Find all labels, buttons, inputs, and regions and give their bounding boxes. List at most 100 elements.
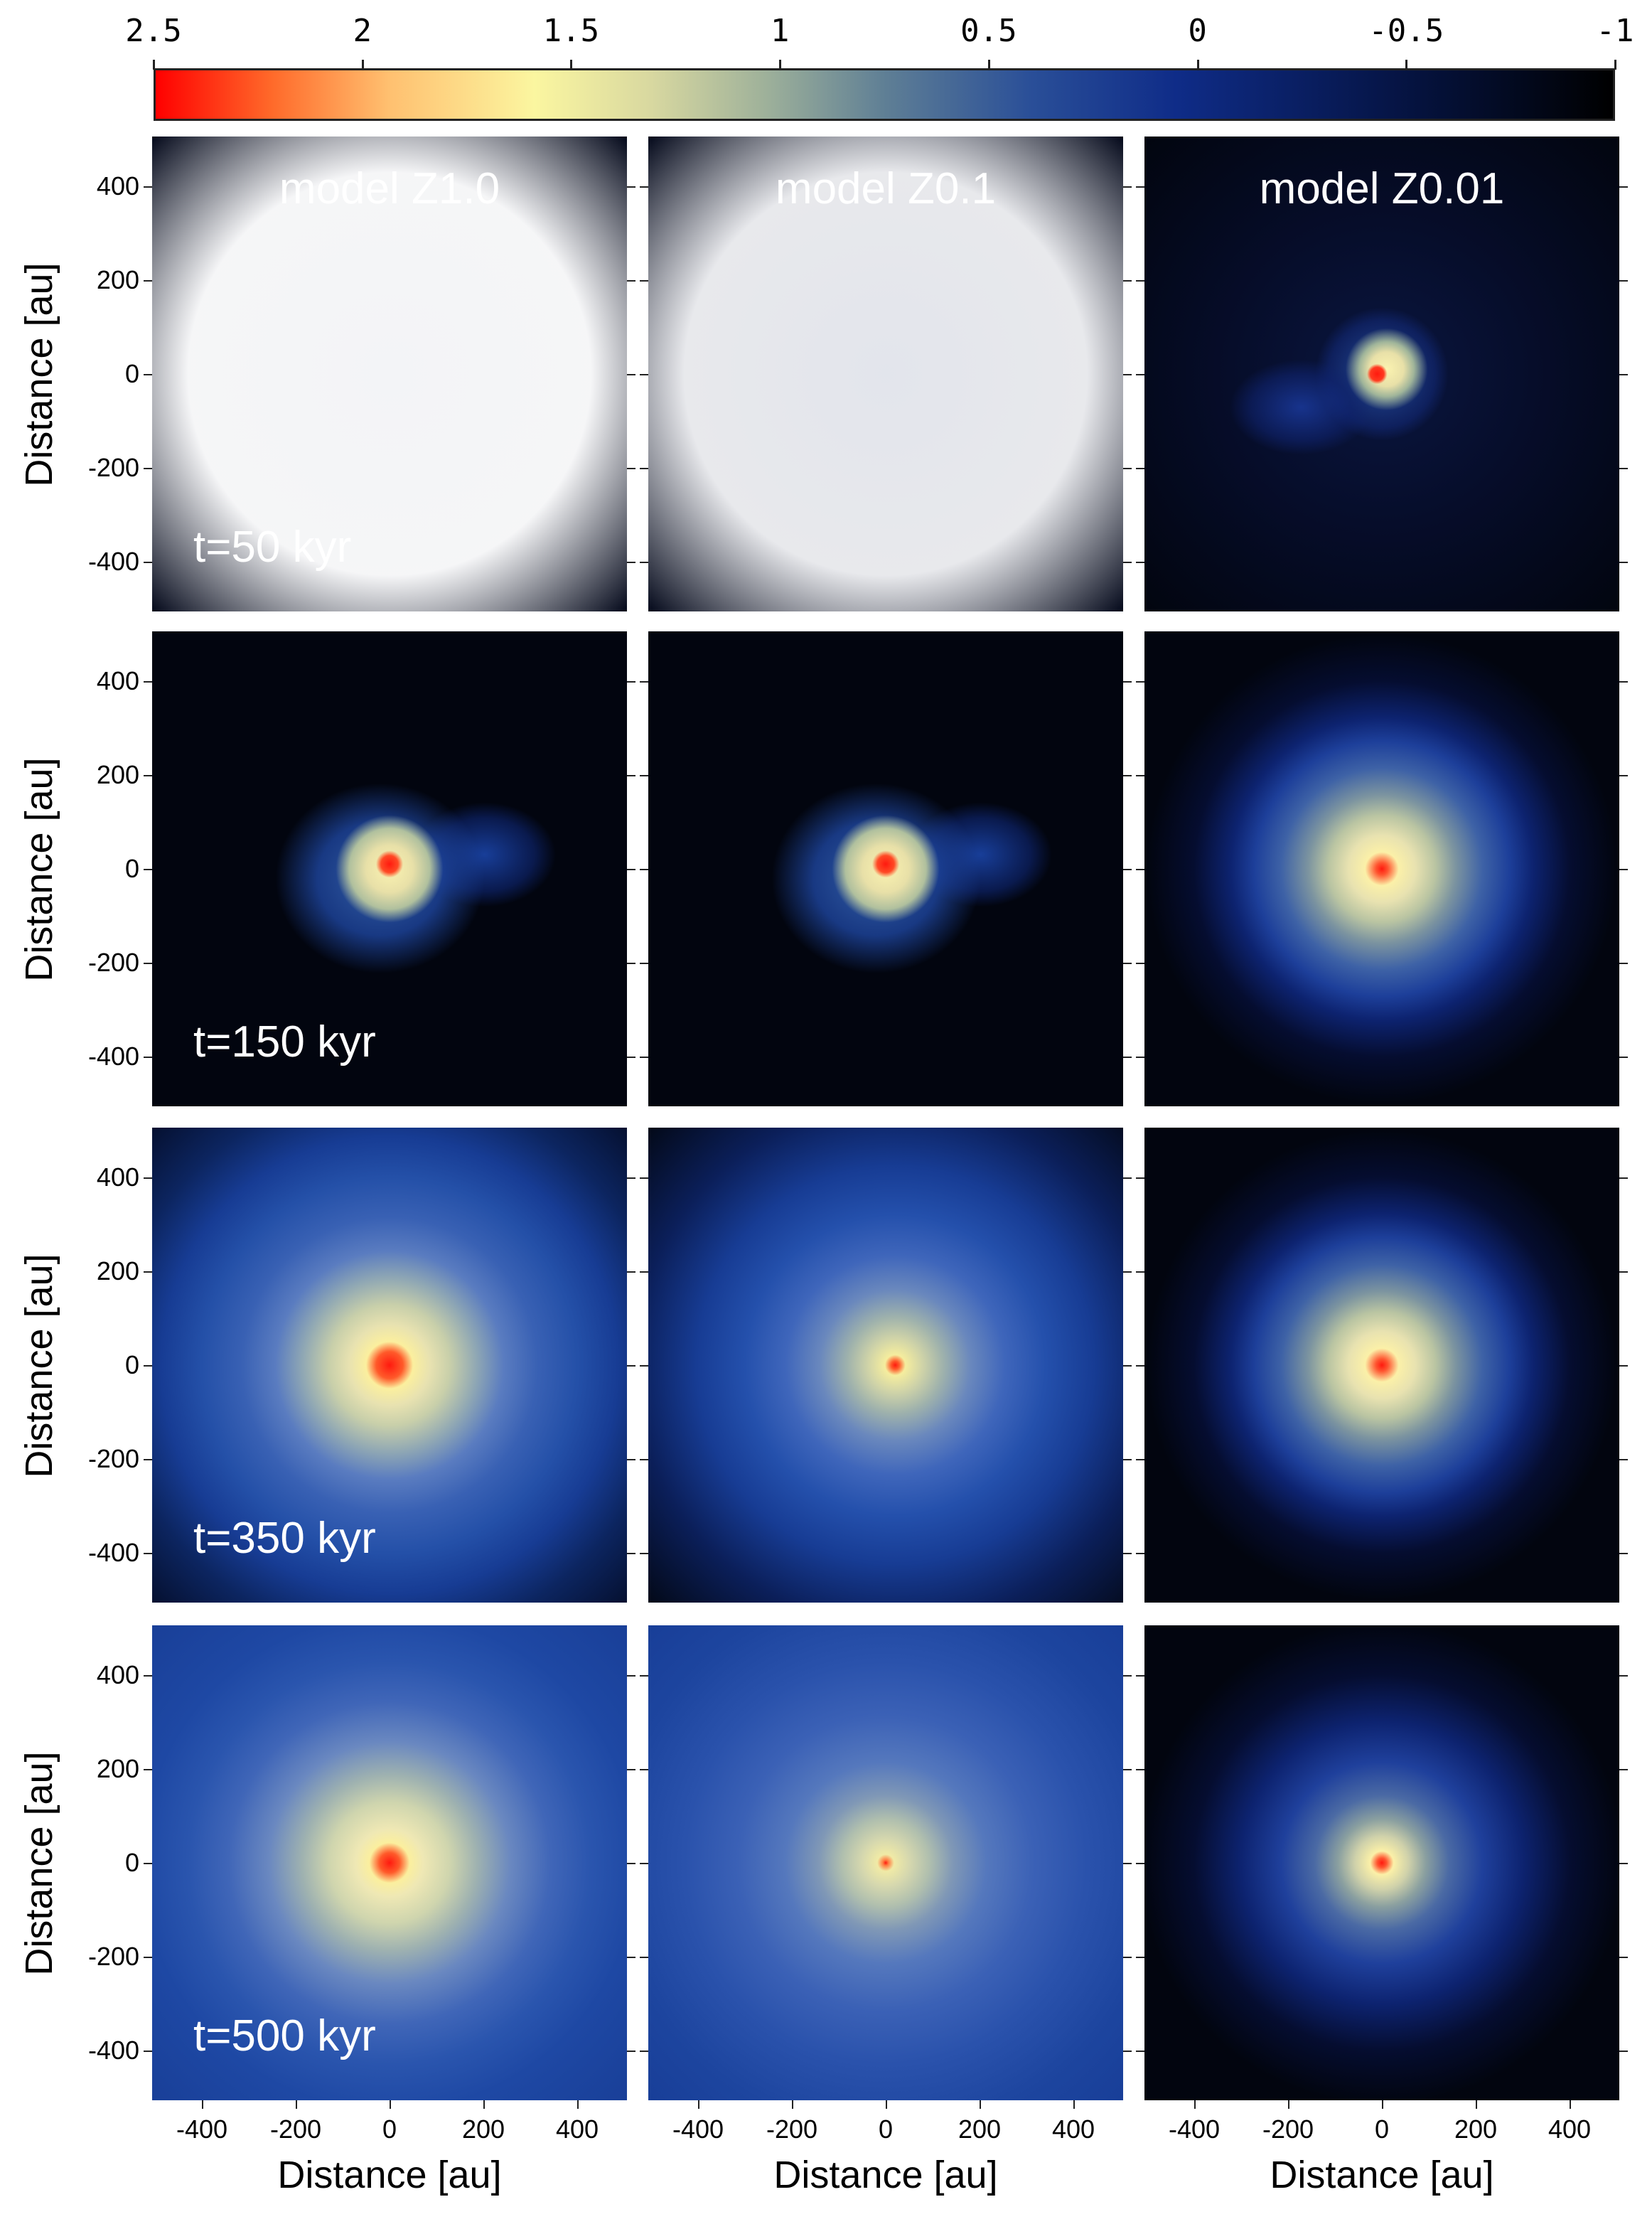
y-tick-mark xyxy=(640,2051,648,2052)
y-tick-mark xyxy=(640,186,648,188)
y-tick-mark xyxy=(144,1365,152,1367)
y-tick-label: -400 xyxy=(87,547,139,576)
y-tick-mark xyxy=(1136,2051,1144,2052)
y-tick-mark xyxy=(640,1177,648,1179)
density-map-panel: model Z0.1 xyxy=(648,137,1123,611)
colorbar-tick-mark xyxy=(987,60,990,70)
y-tick-mark xyxy=(1123,1863,1132,1864)
x-tick-mark xyxy=(1570,2100,1571,2109)
y-tick-mark xyxy=(640,1057,648,1058)
x-tick-label: -200 xyxy=(1262,2115,1314,2144)
y-tick-mark xyxy=(627,1675,635,1677)
y-tick-mark xyxy=(144,562,152,563)
colorbar-tick-label: 0 xyxy=(1188,13,1207,49)
y-tick-mark xyxy=(627,562,635,563)
colorbar-tick-mark xyxy=(1614,60,1616,70)
y-tick-label: 0 xyxy=(124,359,139,388)
y-tick-mark xyxy=(144,1057,152,1058)
x-tick-label: 0 xyxy=(382,2115,397,2144)
y-tick-label: 0 xyxy=(124,854,139,883)
y-tick-mark xyxy=(1619,775,1628,776)
y-tick-mark xyxy=(627,681,635,683)
y-tick-mark xyxy=(1123,562,1132,563)
time-label: t=500 kyr xyxy=(193,2011,376,2060)
y-tick-mark xyxy=(144,1675,152,1677)
y-tick-mark xyxy=(640,1365,648,1367)
y-tick-mark xyxy=(1136,1177,1144,1179)
y-tick-label: 200 xyxy=(96,760,139,789)
y-tick-label: -200 xyxy=(87,1942,139,1971)
y-tick-mark xyxy=(144,1177,152,1179)
y-axis-label: Distance [au] xyxy=(18,262,60,487)
x-tick-label: 200 xyxy=(1454,2115,1498,2144)
x-tick-label: 200 xyxy=(461,2115,505,2144)
y-tick-mark xyxy=(1123,775,1132,776)
density-map-panel: t=150 kyr xyxy=(152,631,627,1106)
y-tick-label: -400 xyxy=(87,1042,139,1071)
y-tick-mark xyxy=(1123,681,1132,683)
model-title: model Z0.01 xyxy=(1259,164,1505,213)
colorbar-tick-label: 0.5 xyxy=(960,13,1017,49)
y-tick-mark xyxy=(1136,1459,1144,1460)
y-tick-mark xyxy=(627,2051,635,2052)
y-tick-mark xyxy=(640,1957,648,1958)
x-tick-label: 200 xyxy=(958,2115,1002,2144)
y-tick-mark xyxy=(1619,280,1628,282)
x-tick-mark xyxy=(296,2100,297,2109)
y-tick-mark xyxy=(1123,280,1132,282)
y-tick-mark xyxy=(144,963,152,964)
y-tick-mark xyxy=(1123,1459,1132,1460)
density-map-panel: model Z1.0 t=50 kyr xyxy=(152,137,627,611)
y-tick-mark xyxy=(640,1459,648,1460)
density-map-panel: t=350 kyr xyxy=(152,1128,627,1603)
y-tick-mark xyxy=(640,1271,648,1273)
y-tick-mark xyxy=(1619,1553,1628,1554)
y-tick-mark xyxy=(627,1553,635,1554)
y-tick-mark xyxy=(1123,869,1132,870)
y-tick-mark xyxy=(1136,775,1144,776)
y-tick-mark xyxy=(1136,869,1144,870)
x-axis-label: Distance [au] xyxy=(1270,2154,1494,2196)
y-tick-mark xyxy=(640,374,648,375)
y-tick-mark xyxy=(1123,2051,1132,2052)
y-tick-label: 400 xyxy=(96,1162,139,1192)
y-tick-mark xyxy=(640,869,648,870)
colorbar-tick-mark xyxy=(361,60,364,70)
y-tick-label: 400 xyxy=(96,666,139,695)
y-tick-mark xyxy=(640,280,648,282)
y-tick-mark xyxy=(1123,1675,1132,1677)
y-tick-mark xyxy=(627,1365,635,1367)
y-tick-mark xyxy=(1136,280,1144,282)
y-tick-mark xyxy=(627,1271,635,1273)
density-map-panel xyxy=(1144,1625,1619,2100)
y-tick-mark xyxy=(1136,1863,1144,1864)
y-tick-mark xyxy=(1136,681,1144,683)
y-tick-mark xyxy=(1123,1365,1132,1367)
y-tick-mark xyxy=(1136,1957,1144,1958)
colorbar-tick-label: 1 xyxy=(770,13,790,49)
y-tick-mark xyxy=(640,775,648,776)
y-tick-mark xyxy=(1123,1957,1132,1958)
y-tick-mark xyxy=(1619,1057,1628,1058)
y-tick-label: 400 xyxy=(96,171,139,201)
y-tick-mark xyxy=(1123,1553,1132,1554)
y-tick-mark xyxy=(1123,468,1132,469)
y-tick-mark xyxy=(627,963,635,964)
y-tick-mark xyxy=(1619,963,1628,964)
x-tick-mark xyxy=(577,2100,579,2109)
y-tick-mark xyxy=(144,1957,152,1958)
y-tick-label: 0 xyxy=(124,1848,139,1877)
y-tick-mark xyxy=(144,1769,152,1770)
colorbar-tick-mark xyxy=(153,60,155,70)
y-tick-mark xyxy=(1136,1675,1144,1677)
y-tick-mark xyxy=(627,1957,635,1958)
y-tick-mark xyxy=(640,1675,648,1677)
colorbar-gradient xyxy=(154,68,1615,121)
time-label: t=350 kyr xyxy=(193,1514,376,1563)
y-tick-mark xyxy=(1136,1365,1144,1367)
y-tick-label: -200 xyxy=(87,1444,139,1473)
y-tick-mark xyxy=(144,869,152,870)
x-tick-label: 0 xyxy=(1374,2115,1390,2144)
y-tick-mark xyxy=(627,468,635,469)
y-tick-mark xyxy=(1123,1177,1132,1179)
